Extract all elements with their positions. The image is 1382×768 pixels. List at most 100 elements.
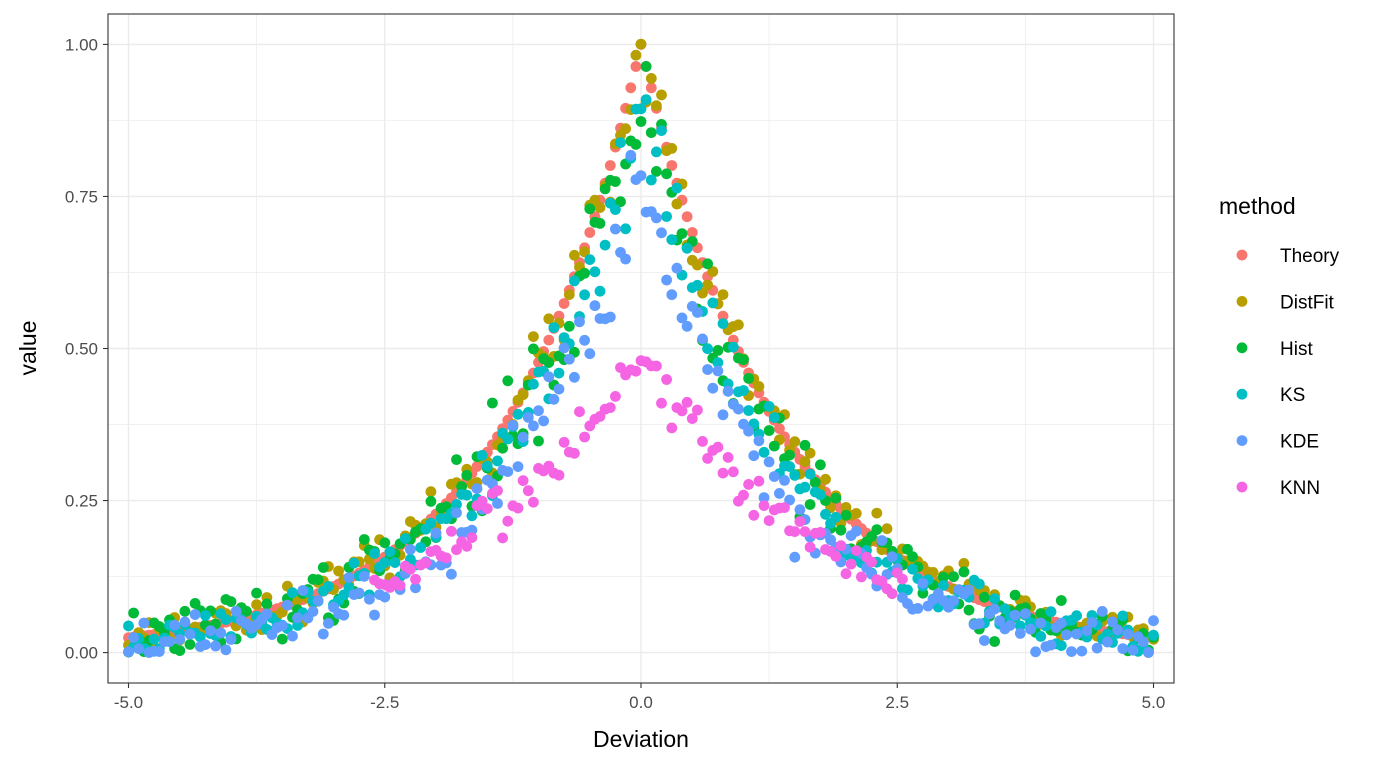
data-point (830, 550, 842, 562)
data-point (989, 593, 1000, 605)
data-point (481, 460, 493, 472)
data-point (1071, 610, 1082, 622)
data-point (804, 499, 816, 510)
data-point (569, 371, 580, 383)
data-point (528, 496, 539, 508)
data-point (789, 470, 801, 481)
data-point (671, 262, 683, 274)
data-point (461, 469, 473, 481)
data-point (261, 598, 273, 610)
y-tick-label: 0.25 (65, 492, 98, 511)
data-point (768, 412, 780, 423)
data-point (809, 477, 821, 488)
data-point (312, 574, 324, 586)
data-point (1102, 628, 1113, 640)
data-point (384, 546, 396, 558)
data-point (815, 489, 826, 501)
data-point (522, 412, 534, 423)
data-point (948, 595, 959, 607)
data-point (994, 615, 1006, 627)
data-point (610, 176, 621, 187)
data-point (917, 577, 929, 589)
data-point (1081, 625, 1093, 637)
data-point (169, 619, 181, 631)
legend-label: Hist (1280, 339, 1313, 360)
data-point (958, 566, 970, 578)
data-point (717, 289, 729, 300)
data-point (871, 507, 883, 519)
data-point (686, 227, 698, 238)
data-point (656, 227, 667, 239)
data-point (973, 618, 985, 630)
data-point (912, 603, 924, 614)
legend-title: method (1219, 193, 1296, 219)
data-point (738, 489, 749, 501)
data-point (963, 604, 975, 616)
data-point (189, 609, 201, 620)
data-point (497, 532, 508, 544)
data-point (451, 454, 462, 465)
data-point (881, 523, 893, 535)
data-point (492, 498, 503, 509)
data-point (502, 375, 514, 387)
data-point (697, 333, 708, 345)
data-point (323, 581, 334, 592)
legend-items: Theory DistFit Hist KS KDE KNN (1236, 246, 1340, 499)
data-point (871, 524, 883, 535)
data-point (440, 552, 452, 564)
data-point (194, 631, 206, 643)
data-point (553, 367, 565, 379)
data-point (866, 556, 877, 568)
data-point (671, 182, 683, 194)
data-point (543, 357, 555, 368)
data-point (758, 446, 770, 458)
data-point (276, 633, 288, 645)
data-point (492, 455, 503, 467)
data-point (1055, 640, 1067, 651)
data-point (733, 319, 744, 331)
y-axis: 0.00 0.25 0.50 0.75 1.00 (65, 35, 108, 663)
data-point (979, 635, 990, 646)
data-point (666, 234, 678, 246)
data-point (938, 580, 949, 591)
data-point (789, 436, 801, 448)
data-point (220, 644, 232, 656)
data-point (840, 568, 852, 580)
data-point (712, 365, 724, 377)
data-point (1107, 616, 1118, 628)
data-point (307, 606, 319, 617)
data-point (702, 453, 713, 464)
data-point (446, 525, 457, 537)
data-point (251, 599, 262, 610)
data-point (635, 38, 647, 50)
data-point (287, 630, 298, 642)
data-point (820, 508, 831, 520)
data-point (1086, 617, 1098, 628)
data-point (461, 489, 473, 501)
data-point (502, 433, 514, 445)
data-point (1102, 636, 1113, 648)
data-point (548, 322, 560, 333)
data-point (338, 589, 350, 601)
data-point (584, 348, 596, 360)
data-point (681, 396, 693, 408)
data-point (610, 204, 621, 216)
data-point (528, 343, 539, 355)
data-point (661, 374, 672, 385)
legend-label: KS (1280, 385, 1305, 406)
data-point (604, 311, 616, 323)
data-point (702, 279, 713, 291)
data-point (425, 517, 437, 529)
data-point (405, 544, 416, 555)
data-point (379, 591, 391, 603)
data-point (574, 406, 585, 418)
data-point (599, 183, 611, 195)
data-point (548, 393, 560, 405)
data-point (610, 223, 621, 235)
data-point (784, 494, 795, 506)
data-point (579, 334, 590, 346)
data-point (973, 578, 985, 590)
data-point (466, 532, 478, 543)
data-point (276, 620, 288, 632)
data-point (733, 403, 744, 415)
